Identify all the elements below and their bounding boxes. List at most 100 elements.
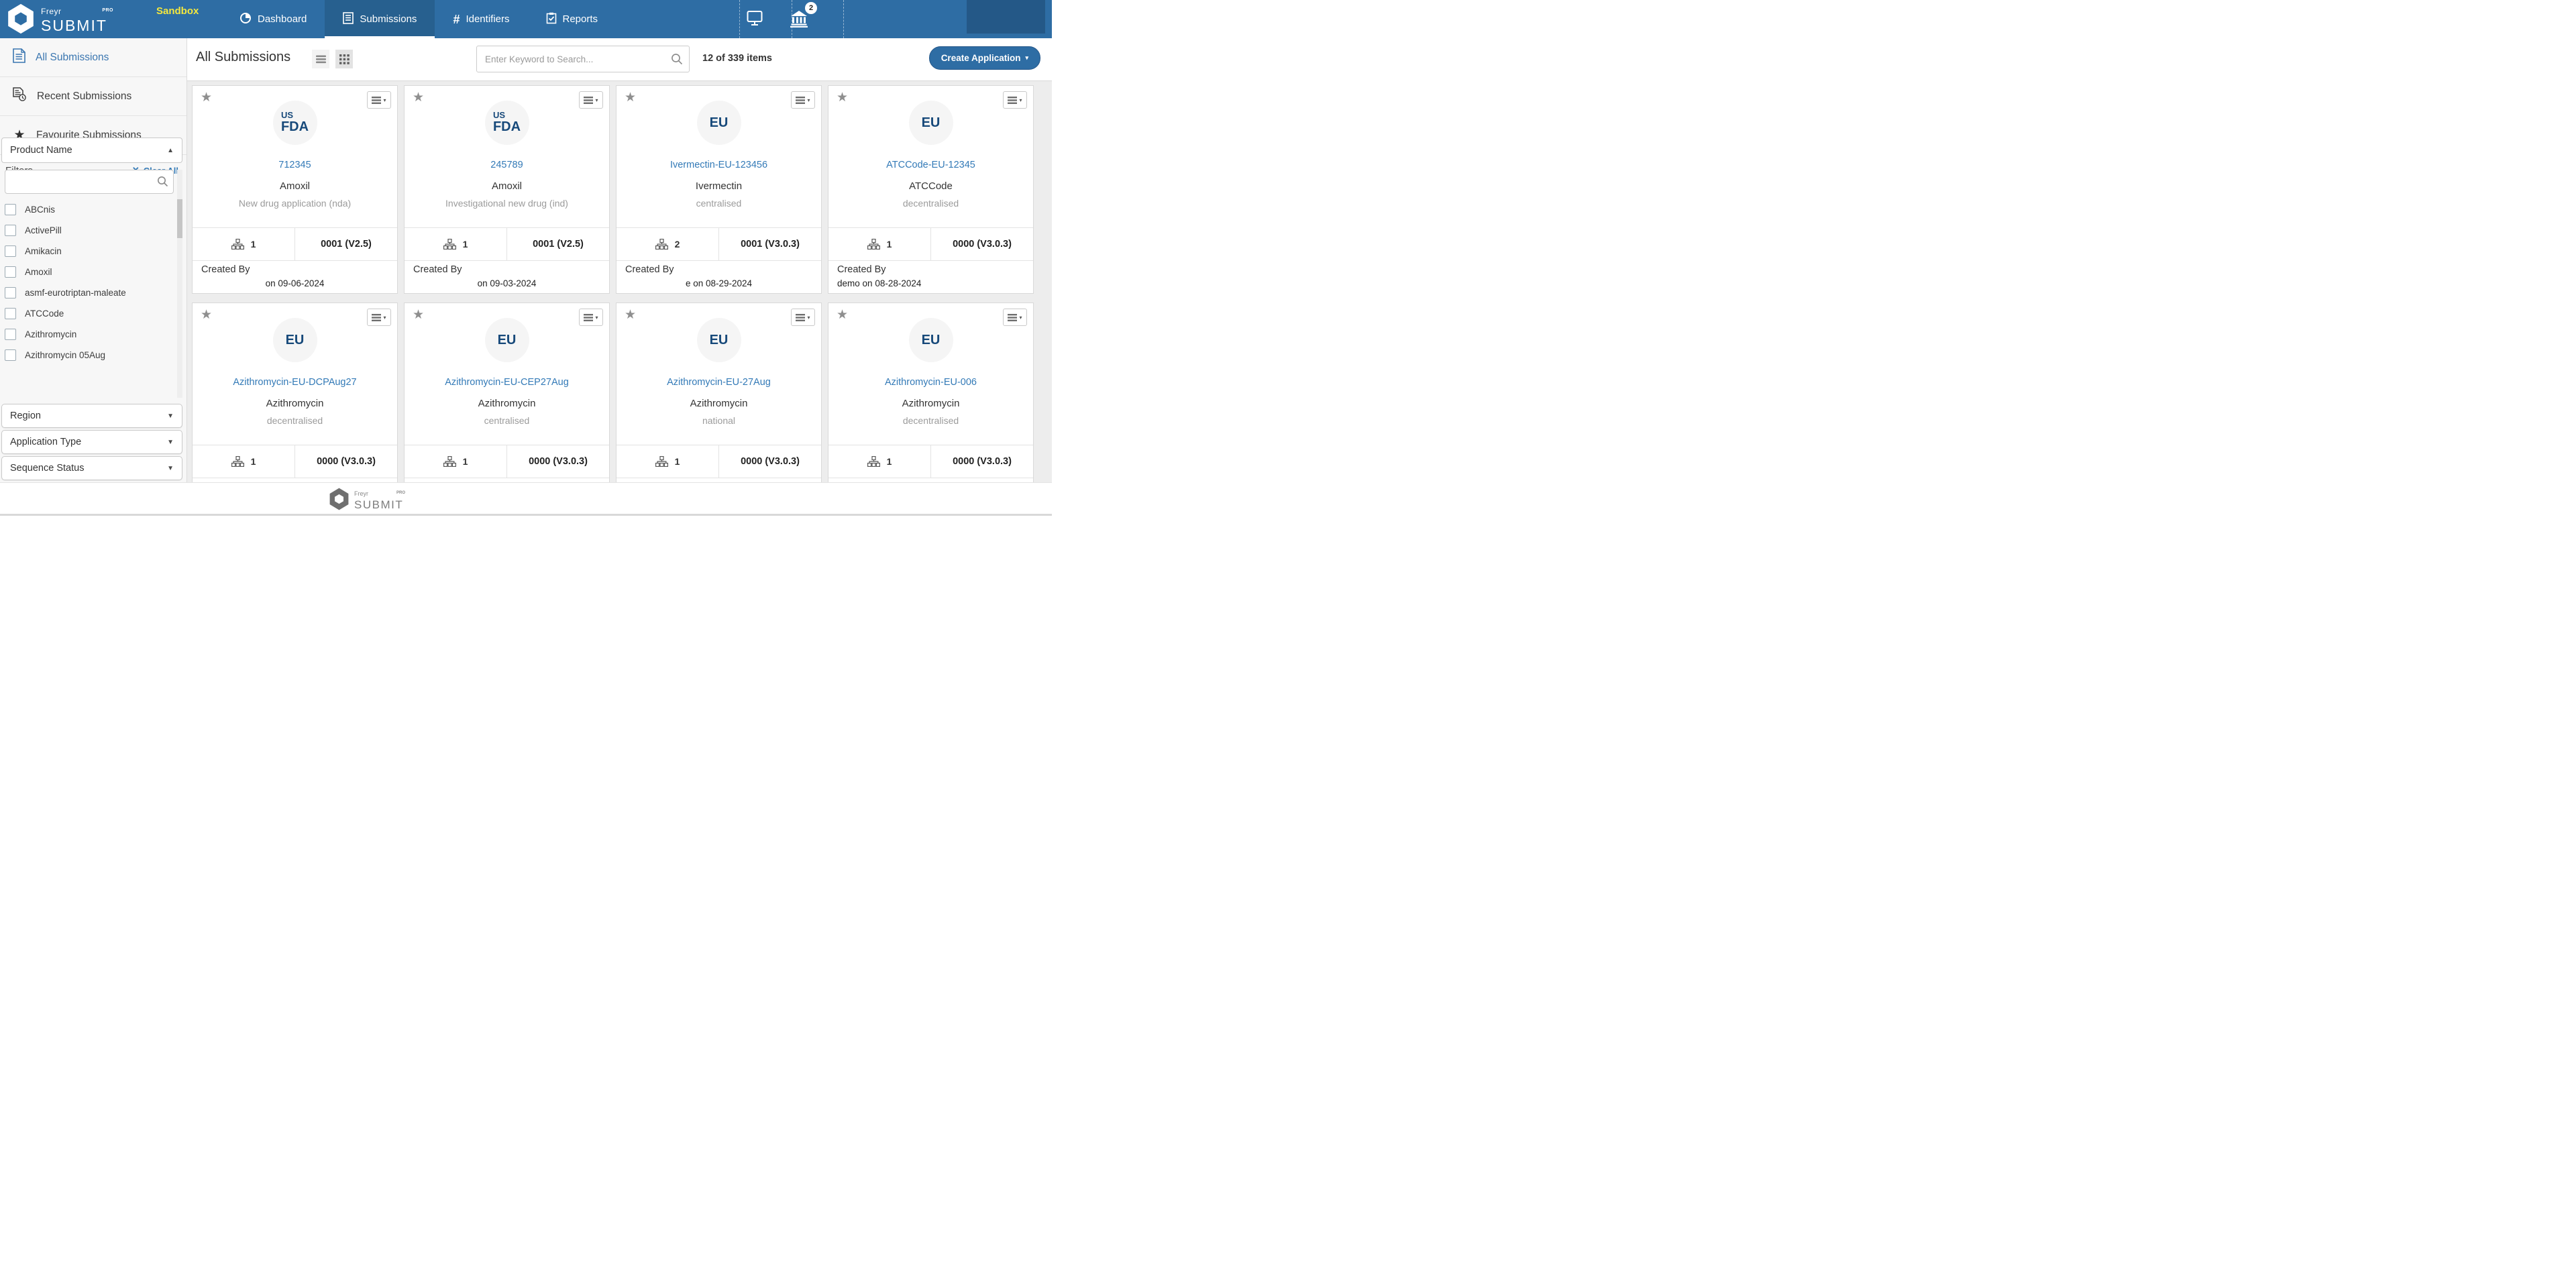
product-name-search-input[interactable] xyxy=(5,170,174,194)
sequence-number: 0001 (V2.5) xyxy=(507,228,609,260)
product-option-row[interactable]: Azithromycin 05Aug xyxy=(5,345,172,366)
sequence-count: 1 xyxy=(193,445,295,478)
product-option-row[interactable]: ABCnis xyxy=(5,199,172,220)
chevron-down-icon: ▾ xyxy=(1025,54,1028,61)
product-name: Azithromycin xyxy=(266,398,324,409)
card-menu-button[interactable]: ▾ xyxy=(791,309,815,326)
favourite-star-icon[interactable]: ★ xyxy=(625,91,637,105)
nav-item-identifiers[interactable]: # Identifiers xyxy=(435,0,527,38)
monitor-icon[interactable] xyxy=(746,9,763,30)
product-option-row[interactable]: ActivePill xyxy=(5,220,172,241)
page-title: All Submissions xyxy=(196,50,291,64)
sidebar-scrollbar-thumb[interactable] xyxy=(177,199,182,238)
sequence-number-value: 0000 (V3.0.3) xyxy=(953,456,1012,467)
checkbox[interactable] xyxy=(5,287,16,298)
grid-view-icon[interactable] xyxy=(335,50,353,68)
card-menu-button[interactable]: ▾ xyxy=(367,309,391,326)
submission-id-link[interactable]: 245789 xyxy=(490,160,523,170)
card-menu-button[interactable]: ▾ xyxy=(579,309,603,326)
card-menu-button[interactable]: ▾ xyxy=(579,91,603,109)
favourite-star-icon[interactable]: ★ xyxy=(413,308,425,322)
sequence-number: 0000 (V3.0.3) xyxy=(295,445,397,478)
sequence-number: 0000 (V3.0.3) xyxy=(931,445,1033,478)
created-by-line: demo on 08-28-2024 xyxy=(837,278,1024,288)
product-name: Ivermectin xyxy=(695,180,743,192)
checkbox[interactable] xyxy=(5,266,16,278)
user-profile-area[interactable] xyxy=(967,0,1045,34)
view-toggles xyxy=(312,50,353,68)
keyword-search-input[interactable] xyxy=(476,46,690,72)
chevron-down-icon: ▾ xyxy=(383,97,386,103)
checkbox[interactable] xyxy=(5,349,16,361)
created-by-section: Created By demo on 08-28-2024 xyxy=(828,260,1033,293)
freyr-hexagon-icon xyxy=(329,488,350,514)
favourite-star-icon[interactable]: ★ xyxy=(201,308,213,322)
notification-badge[interactable]: 2 xyxy=(805,2,817,14)
checkbox[interactable] xyxy=(5,308,16,319)
chevron-down-icon: ▾ xyxy=(807,314,810,321)
sidebar-item-all-submissions[interactable]: All Submissions xyxy=(0,38,186,77)
card-menu-button[interactable]: ▾ xyxy=(367,91,391,109)
filter-accordion-application-type[interactable]: Application Type ▼ xyxy=(1,430,182,454)
nav-item-submissions[interactable]: Submissions xyxy=(325,0,435,38)
submission-id-link[interactable]: Azithromycin-EU-CEP27Aug xyxy=(445,377,569,388)
submission-id-link[interactable]: Azithromycin-EU-27Aug xyxy=(667,377,771,388)
submissions-icon xyxy=(343,11,354,27)
submission-id-link[interactable]: Azithromycin-EU-DCPAug27 xyxy=(233,377,357,388)
submission-id-link[interactable]: 712345 xyxy=(278,160,311,170)
brand-product: SUBMIT xyxy=(41,17,107,34)
submission-id-link[interactable]: Azithromycin-EU-006 xyxy=(885,377,977,388)
product-name: ATCCode xyxy=(909,180,953,192)
product-option-row[interactable]: Amoxil xyxy=(5,262,172,282)
checkbox[interactable] xyxy=(5,204,16,215)
favourite-star-icon[interactable]: ★ xyxy=(837,308,849,322)
product-option-row[interactable]: Amikacin xyxy=(5,241,172,262)
horizontal-scrollbar-track[interactable] xyxy=(0,514,1052,516)
nav-item-label: Dashboard xyxy=(258,13,307,25)
items-count: 12 of 339 items xyxy=(702,53,772,64)
sequence-number-value: 0000 (V3.0.3) xyxy=(741,456,800,467)
product-option-row[interactable]: ATCCode xyxy=(5,303,172,324)
nav-item-dashboard[interactable]: Dashboard xyxy=(221,0,325,38)
brand-name: Freyr xyxy=(41,7,62,16)
create-application-button[interactable]: Create Application ▾ xyxy=(928,46,1040,70)
card-menu-button[interactable]: ▾ xyxy=(1003,309,1027,326)
checkbox[interactable] xyxy=(5,329,16,340)
created-by-line: e on 08-29-2024 xyxy=(625,278,812,288)
dashboard-icon xyxy=(239,12,252,27)
favourite-star-icon[interactable]: ★ xyxy=(625,308,637,322)
card-grid: ★ ▾ US FDA 712345 Amoxil New drug applic… xyxy=(192,85,1034,482)
card-menu-button[interactable]: ▾ xyxy=(791,91,815,109)
product-option-row[interactable]: asmf-eurotriptan-maleate xyxy=(5,282,172,303)
product-name: Amoxil xyxy=(279,180,310,192)
agency-badge: EU xyxy=(696,101,741,145)
submission-id-link[interactable]: Ivermectin-EU-123456 xyxy=(669,160,768,170)
brand-name: Freyr xyxy=(354,490,368,497)
bank-icon[interactable] xyxy=(790,10,808,31)
product-option-row[interactable]: Azithromycin xyxy=(5,324,172,345)
card-menu-button[interactable]: ▾ xyxy=(1003,91,1027,109)
filter-accordion-sequence-status[interactable]: Sequence Status ▼ xyxy=(1,456,182,480)
filter-accordion-region[interactable]: Region ▼ xyxy=(1,404,182,428)
filter-accordion-product-name[interactable]: Product Name ▲ xyxy=(1,138,182,163)
sequence-count: 1 xyxy=(828,445,931,478)
application-type: New drug application (nda) xyxy=(238,198,352,209)
sidebar-item-recent-submissions[interactable]: Recent Submissions xyxy=(0,77,186,116)
checkbox[interactable] xyxy=(5,225,16,236)
list-view-icon[interactable] xyxy=(312,50,329,68)
favourite-star-icon[interactable]: ★ xyxy=(837,91,849,105)
product-name: Azithromycin xyxy=(902,398,960,409)
submission-id-link[interactable]: ATCCode-EU-12345 xyxy=(886,160,975,170)
chevron-down-icon: ▼ xyxy=(167,438,174,446)
agency-name: EU xyxy=(497,332,517,347)
submission-card: ★ ▾ US FDA 245789 Amoxil Investigational… xyxy=(404,85,610,294)
agency-badge: EU xyxy=(484,318,529,362)
created-date: on 08-29-2024 xyxy=(693,278,753,288)
agency-badge: EU xyxy=(272,318,317,362)
favourite-star-icon[interactable]: ★ xyxy=(201,91,213,105)
favourite-star-icon[interactable]: ★ xyxy=(413,91,425,105)
created-date: on 08-28-2024 xyxy=(862,278,922,288)
nav-item-reports[interactable]: Reports xyxy=(528,0,616,38)
submission-card: ★ ▾ EU ATCCode-EU-12345 ATCCode decentra… xyxy=(828,85,1034,294)
checkbox[interactable] xyxy=(5,245,16,257)
